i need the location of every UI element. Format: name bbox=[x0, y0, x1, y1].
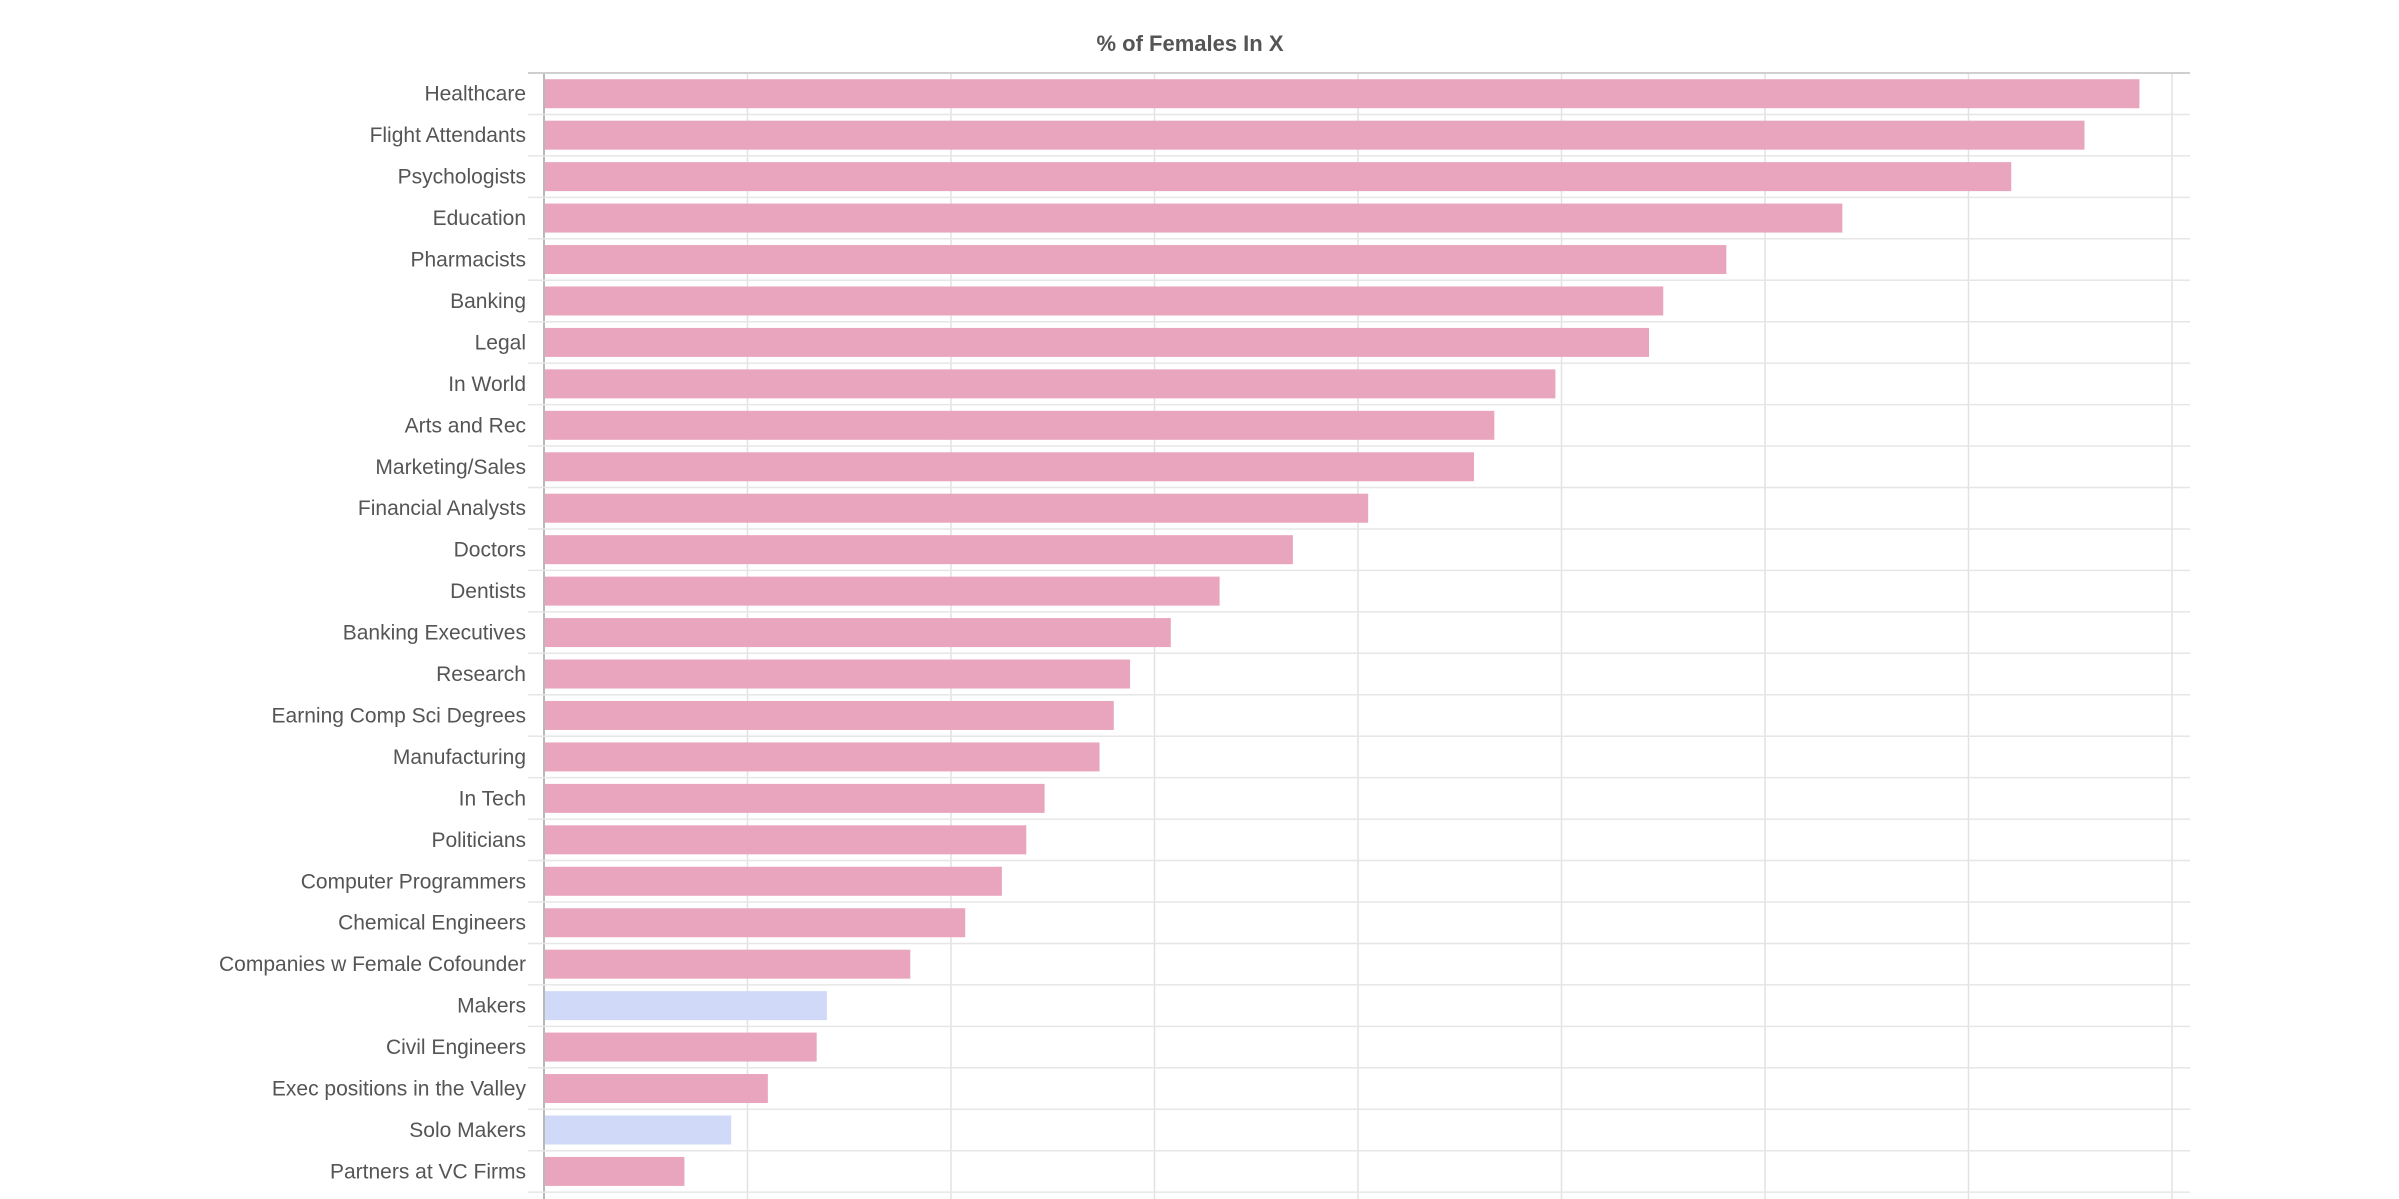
category-label: Legal bbox=[475, 331, 526, 354]
bar-computer-programmers bbox=[545, 866, 1002, 896]
bar-flight-attendants bbox=[545, 120, 2085, 150]
bar-financial-analysts bbox=[545, 493, 1369, 523]
category-label: Psychologists bbox=[398, 166, 526, 189]
chart-title: % of Females In X bbox=[1096, 31, 1283, 56]
bar-banking-executives bbox=[545, 618, 1171, 648]
category-label: Makers bbox=[457, 995, 526, 1018]
category-label: Research bbox=[436, 663, 526, 686]
category-label: Solo Makers bbox=[409, 1119, 526, 1142]
bar-companies-w-female-cofounder bbox=[545, 949, 911, 979]
bar-doctors bbox=[545, 535, 1293, 565]
category-label: Education bbox=[433, 207, 526, 230]
bar-exec-positions-in-the-valley bbox=[545, 1074, 768, 1104]
bar-partners-at-vc-firms bbox=[545, 1156, 685, 1186]
category-label: Companies w Female Cofounder bbox=[219, 953, 526, 976]
category-label: In World bbox=[448, 373, 526, 396]
category-label: Exec positions in the Valley bbox=[272, 1078, 527, 1101]
category-label: Financial Analysts bbox=[358, 497, 526, 520]
category-label: Manufacturing bbox=[393, 746, 526, 769]
category-label: Healthcare bbox=[424, 83, 526, 106]
bar-in-tech bbox=[545, 783, 1045, 813]
bar-pharmacists bbox=[545, 245, 1727, 275]
category-label: Arts and Rec bbox=[405, 414, 526, 437]
bar-dentists bbox=[545, 576, 1220, 606]
category-label: Dentists bbox=[450, 580, 526, 603]
bar-psychologists bbox=[545, 162, 2012, 192]
category-label: Doctors bbox=[454, 539, 526, 562]
category-label: Pharmacists bbox=[410, 249, 526, 272]
category-label: Civil Engineers bbox=[386, 1036, 526, 1059]
bar-healthcare bbox=[545, 79, 2140, 109]
bar-manufacturing bbox=[545, 742, 1100, 772]
bar-arts-and-rec bbox=[545, 410, 1495, 440]
category-label: Flight Attendants bbox=[370, 124, 526, 147]
category-label: Banking bbox=[450, 290, 526, 313]
bar-civil-engineers bbox=[545, 1032, 817, 1062]
bars bbox=[545, 79, 2140, 1186]
bar-earning-comp-sci-degrees bbox=[545, 700, 1114, 730]
bar-banking bbox=[545, 286, 1664, 316]
category-label: Partners at VC Firms bbox=[330, 1160, 526, 1183]
bar-legal bbox=[545, 327, 1650, 357]
bar-research bbox=[545, 659, 1131, 689]
bar-chemical-engineers bbox=[545, 908, 966, 938]
category-label: Politicians bbox=[431, 829, 526, 852]
bar-education bbox=[545, 203, 1843, 233]
category-label: Banking Executives bbox=[343, 622, 526, 645]
bar-solo-makers bbox=[545, 1115, 732, 1145]
bar-in-world bbox=[545, 369, 1556, 399]
bar-makers bbox=[545, 991, 827, 1021]
category-label: Computer Programmers bbox=[301, 870, 526, 893]
category-label: Marketing/Sales bbox=[375, 456, 526, 479]
category-labels: Healthcare Flight Attendants Psychologists… bbox=[219, 83, 526, 1184]
category-label: Earning Comp Sci Degrees bbox=[272, 704, 526, 727]
category-label: Chemical Engineers bbox=[338, 912, 526, 935]
bar-marketing-sales bbox=[545, 452, 1474, 482]
bar-politicians bbox=[545, 825, 1027, 855]
category-label: In Tech bbox=[459, 787, 526, 810]
